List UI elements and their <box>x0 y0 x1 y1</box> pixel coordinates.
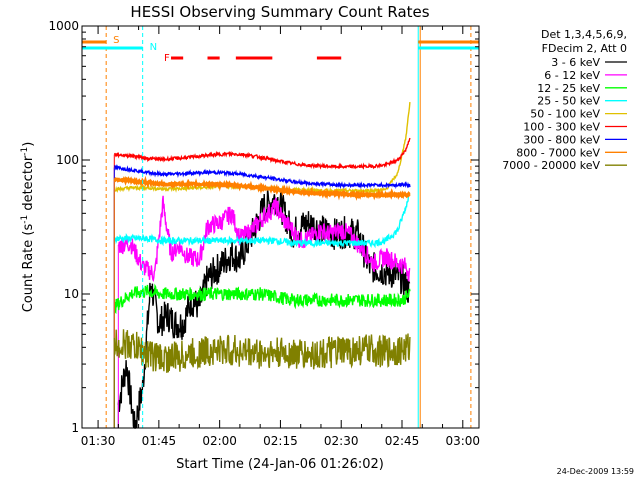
saa-flag-label: S <box>113 35 119 46</box>
legend-label-8: 800 - 7000 keV <box>516 146 600 159</box>
legend-label-2: 6 - 12 keV <box>544 69 600 82</box>
night-flag-label: N <box>150 42 157 53</box>
x-tick-label-5: 02:30 <box>324 434 359 448</box>
legend-label-1: 3 - 6 keV <box>551 56 600 69</box>
legend-label-4: 25 - 50 keV <box>537 95 600 108</box>
x-tick-label-7: 03:00 <box>445 434 480 448</box>
y-tick-label-2: 10 <box>64 287 79 301</box>
legend-header-2: FDecim 2, Att 0 <box>542 42 627 55</box>
series-line-6 <box>114 137 411 170</box>
legend-label-3: 12 - 25 keV <box>537 82 600 95</box>
x-axis-label: Start Time (24-Jan-06 01:26:02) <box>176 457 384 472</box>
y-tick-label-3: 100 <box>56 153 79 167</box>
x-axis: 01:30 01:45 02:00 02:15 02:30 02:45 03:00 <box>81 26 480 448</box>
flare-flag-label: F <box>164 53 170 64</box>
y-axis: 1 10 100 1000 <box>48 19 479 435</box>
footer-timestamp: 24-Dec-2009 13:59 <box>557 467 634 476</box>
y-tick-label-1: 1 <box>71 421 79 435</box>
y-axis-label: Count Rate (s-1 detector-1) <box>20 142 36 313</box>
series-line-9 <box>113 329 411 373</box>
legend-header-1: Det 1,3,4,5,6,9, <box>541 28 627 41</box>
series-line-3 <box>113 283 411 315</box>
flags-layer: S NF <box>82 26 479 428</box>
legend-label-9: 7000 - 20000 keV <box>502 159 600 172</box>
legend-label-6: 100 - 300 keV <box>523 121 600 134</box>
x-tick-label-2: 01:45 <box>142 434 177 448</box>
legend-label-7: 300 - 800 keV <box>523 133 600 146</box>
x-tick-label-3: 02:00 <box>202 434 237 448</box>
chart-title: HESSI Observing Summary Count Rates <box>130 3 429 21</box>
x-tick-label-4: 02:15 <box>263 434 298 448</box>
series-layer <box>113 102 411 429</box>
legend: Det 1,3,4,5,6,9,FDecim 2, Att 03 - 6 keV… <box>502 28 627 172</box>
series-line-4 <box>113 191 411 249</box>
x-tick-label-6: 02:45 <box>385 434 420 448</box>
y-tick-label-4: 1000 <box>48 19 79 33</box>
series-line-8 <box>113 175 411 201</box>
x-tick-label-1: 01:30 <box>81 434 116 448</box>
series-line-7 <box>114 164 411 190</box>
legend-label-5: 50 - 100 keV <box>530 108 600 121</box>
series-line-2 <box>117 195 411 283</box>
